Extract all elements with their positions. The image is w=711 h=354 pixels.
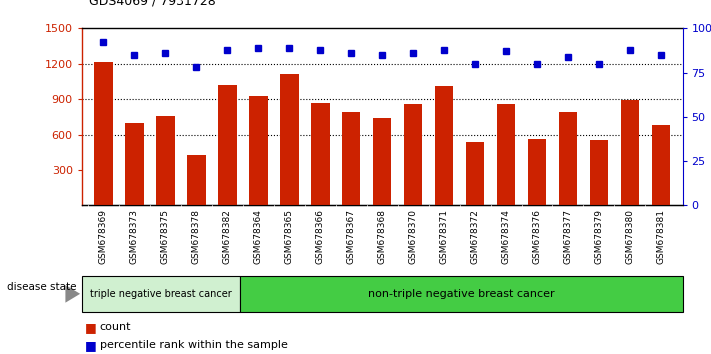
- Bar: [404, 104, 422, 205]
- Text: GSM678373: GSM678373: [130, 209, 139, 264]
- Bar: [82, 276, 240, 312]
- Bar: [589, 140, 608, 205]
- Text: GSM678382: GSM678382: [223, 209, 232, 264]
- Text: GSM678381: GSM678381: [656, 209, 665, 264]
- Bar: [249, 96, 267, 205]
- Text: GSM678368: GSM678368: [378, 209, 387, 264]
- Bar: [621, 100, 639, 205]
- Bar: [528, 139, 546, 205]
- Bar: [187, 155, 205, 205]
- Text: GSM678374: GSM678374: [501, 209, 510, 264]
- Bar: [651, 125, 670, 205]
- Polygon shape: [65, 285, 80, 303]
- Bar: [497, 104, 515, 205]
- Text: GSM678366: GSM678366: [316, 209, 325, 264]
- Text: GSM678375: GSM678375: [161, 209, 170, 264]
- Text: GSM678372: GSM678372: [471, 209, 479, 264]
- Bar: [156, 116, 175, 205]
- Bar: [559, 112, 577, 205]
- Text: GSM678379: GSM678379: [594, 209, 604, 264]
- Bar: [466, 142, 484, 205]
- Bar: [342, 112, 360, 205]
- Text: ■: ■: [85, 339, 97, 352]
- Bar: [218, 85, 237, 205]
- Text: disease state: disease state: [7, 282, 77, 292]
- Bar: [280, 74, 299, 205]
- Text: GSM678378: GSM678378: [192, 209, 201, 264]
- Text: count: count: [100, 322, 131, 332]
- Bar: [311, 103, 329, 205]
- Text: GSM678365: GSM678365: [285, 209, 294, 264]
- Text: GSM678370: GSM678370: [409, 209, 417, 264]
- Bar: [435, 86, 454, 205]
- Bar: [373, 118, 392, 205]
- Text: GSM678376: GSM678376: [533, 209, 542, 264]
- Text: triple negative breast cancer: triple negative breast cancer: [90, 289, 232, 299]
- Text: ■: ■: [85, 321, 97, 334]
- Text: GSM678367: GSM678367: [347, 209, 356, 264]
- Bar: [240, 276, 683, 312]
- Text: GSM678369: GSM678369: [99, 209, 108, 264]
- Text: GSM678371: GSM678371: [439, 209, 449, 264]
- Text: GSM678377: GSM678377: [564, 209, 572, 264]
- Text: GDS4069 / 7931728: GDS4069 / 7931728: [89, 0, 215, 7]
- Bar: [125, 123, 144, 205]
- Text: non-triple negative breast cancer: non-triple negative breast cancer: [368, 289, 555, 299]
- Text: GSM678364: GSM678364: [254, 209, 263, 264]
- Bar: [94, 62, 113, 205]
- Text: percentile rank within the sample: percentile rank within the sample: [100, 340, 287, 350]
- Text: GSM678380: GSM678380: [626, 209, 634, 264]
